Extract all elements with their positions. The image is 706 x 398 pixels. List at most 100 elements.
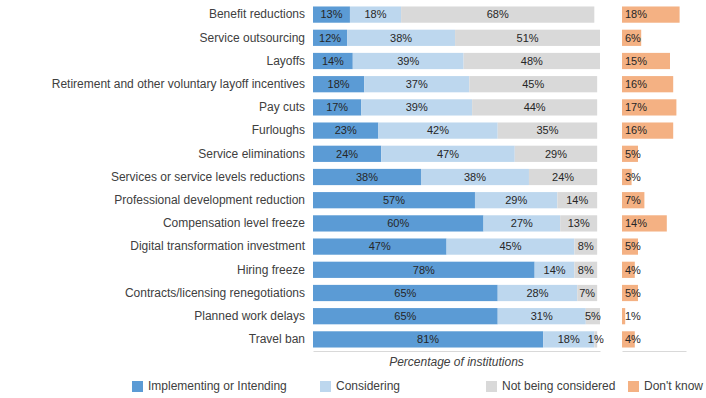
legend-swatch (132, 381, 143, 392)
category-label: Professional development reduction (114, 193, 305, 207)
bar (313, 169, 421, 185)
data-label: 39% (397, 55, 419, 67)
bar (361, 99, 472, 115)
bar (313, 285, 498, 301)
bar (447, 238, 575, 254)
data-label: 8% (578, 240, 594, 252)
bar (313, 262, 535, 278)
axis-line (314, 351, 601, 352)
category-label: Compensation level freeze (163, 216, 305, 230)
category-tick: Planned work delays (194, 309, 313, 323)
bar (421, 169, 529, 185)
category-label: Pay cuts (259, 100, 305, 114)
data-label: 5% (585, 310, 601, 322)
category-tick: Services or service levels reductions (111, 170, 313, 184)
bar (577, 285, 597, 301)
category-label: Benefit reductions (209, 7, 305, 21)
category-label: Services or service levels reductions (111, 170, 305, 184)
data-label: 65% (394, 287, 416, 299)
data-label: 7% (625, 194, 641, 206)
x-axis-title: Percentage of institutions (389, 355, 524, 369)
category-tick: Benefit reductions (209, 7, 313, 21)
category-tick: Professional development reduction (114, 193, 313, 207)
legend: Implementing or IntendingConsideringNot … (132, 379, 703, 393)
bars (313, 6, 600, 347)
data-label: 81% (417, 333, 439, 345)
bar (313, 192, 475, 208)
bar (535, 262, 575, 278)
bar (622, 30, 641, 46)
data-label: 5% (625, 240, 641, 252)
data-label: 18% (364, 8, 386, 20)
data-label: 60% (387, 217, 409, 229)
bar (381, 146, 515, 162)
data-label: 14% (625, 217, 647, 229)
bar (469, 76, 597, 92)
legend-label: Implementing or Intending (148, 379, 287, 393)
category-tick: Furloughs (252, 123, 313, 137)
category-label: Digital transformation investment (130, 239, 305, 253)
data-label: 39% (406, 101, 428, 113)
data-label: 45% (522, 78, 544, 90)
category-label: Layoffs (267, 54, 305, 68)
data-label: 57% (383, 194, 405, 206)
value-axis (623, 351, 687, 352)
data-label: 5% (625, 148, 641, 160)
bar (313, 6, 350, 22)
bar (574, 262, 597, 278)
data-label: 24% (336, 148, 358, 160)
category-tick: Service outsourcing (200, 31, 313, 45)
bar (498, 308, 586, 324)
bar (313, 238, 447, 254)
bar (347, 30, 455, 46)
data-label: 44% (524, 101, 546, 113)
bar (622, 99, 676, 115)
data-label: 16% (625, 124, 647, 136)
category-label: Retirement and other voluntary layoff in… (52, 77, 305, 91)
bar (472, 99, 597, 115)
data-label: 12% (319, 32, 341, 44)
bar (455, 30, 600, 46)
data-label: 18% (558, 333, 580, 345)
data-label: 78% (413, 264, 435, 276)
data-label: 38% (390, 32, 412, 44)
axis-line (623, 351, 687, 352)
bar (313, 76, 364, 92)
data-label: 51% (517, 32, 539, 44)
bar (313, 331, 543, 347)
category-tick: Compensation level freeze (163, 216, 313, 230)
bar (622, 6, 680, 22)
data-labels: 13%12%14%18%17%23%24%38%57%60%47%78%65%6… (319, 8, 604, 345)
category-tick: Retirement and other voluntary layoff in… (52, 77, 313, 91)
category-tick: Contracts/licensing renegotiations (125, 286, 313, 300)
bar (401, 6, 594, 22)
data-label: 65% (394, 310, 416, 322)
data-label: 16% (625, 78, 647, 90)
data-label: 45% (499, 240, 521, 252)
legend-item: Not being considered (486, 379, 615, 393)
data-label: 5% (625, 287, 641, 299)
bar (350, 6, 401, 22)
category-tick: Hiring freeze (237, 263, 313, 277)
bar (313, 146, 381, 162)
data-label: 38% (356, 171, 378, 183)
data-label: 4% (625, 264, 641, 276)
legend-item: Don't know (628, 379, 703, 393)
data-label: 29% (545, 148, 567, 160)
data-label: 68% (487, 8, 509, 20)
data-label: 13% (320, 8, 342, 20)
bars (622, 6, 680, 347)
data-label: 31% (531, 310, 553, 322)
bar (498, 285, 578, 301)
category-tick: Pay cuts (259, 100, 313, 114)
bar (557, 192, 597, 208)
bar (622, 192, 644, 208)
data-label: 17% (625, 101, 647, 113)
legend-swatch (486, 381, 497, 392)
bar (622, 122, 673, 138)
data-label: 37% (406, 78, 428, 90)
data-label: 18% (328, 78, 350, 90)
category-label: Furloughs (252, 123, 305, 137)
data-label: 6% (625, 32, 641, 44)
legend-swatch (628, 381, 639, 392)
